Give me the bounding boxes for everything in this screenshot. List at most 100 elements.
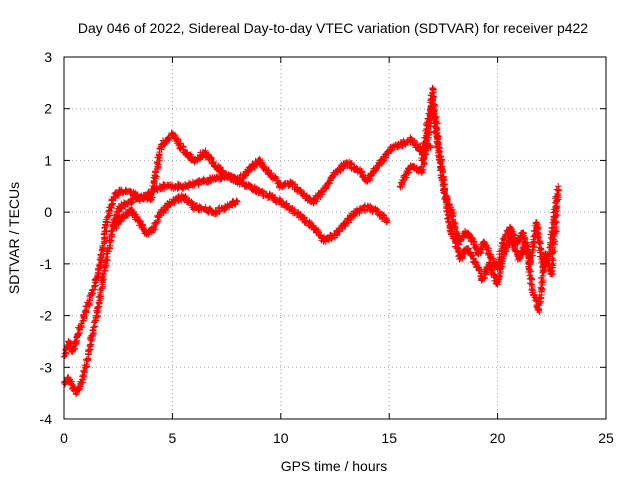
data-point-interp — [200, 175, 207, 183]
data-point-interp — [220, 207, 228, 214]
x-tick-label: 5 — [169, 430, 177, 446]
data-point-interp — [90, 324, 97, 331]
data-point-interp — [534, 234, 541, 242]
data-point-interp — [153, 165, 161, 173]
data-point-interp — [155, 161, 162, 168]
x-tick-label: 20 — [490, 430, 506, 446]
data-point-interp — [202, 204, 209, 211]
data-point-interp — [435, 156, 443, 163]
data-point-interp — [528, 282, 536, 290]
grid — [64, 57, 606, 419]
data-point-interp — [423, 121, 430, 129]
x-tick-label: 10 — [273, 430, 289, 446]
data-point-interp — [129, 198, 136, 206]
data-point-interp — [241, 172, 249, 180]
data-point-interp — [266, 171, 274, 178]
chart-title: Day 046 of 2022, Sidereal Day-to-day VTE… — [78, 20, 588, 36]
data-point-interp — [94, 313, 102, 320]
data-point-interp — [277, 196, 284, 204]
data-point-interp — [209, 158, 217, 166]
data-point-interp — [149, 182, 157, 190]
x-tick-label: 15 — [381, 430, 397, 446]
data-point-interp — [405, 169, 413, 176]
data-point-interp — [75, 331, 82, 338]
series-1 — [60, 171, 391, 398]
data-point-interp — [152, 169, 159, 176]
data-point-interp — [336, 227, 344, 234]
data-point-interp — [88, 290, 95, 298]
data-point-interp — [98, 258, 105, 265]
data-point-interp — [538, 274, 545, 282]
data-point-interp — [147, 191, 154, 199]
data-point-interp — [389, 146, 396, 153]
data-point-interp — [448, 206, 456, 213]
data-point-interp — [517, 254, 524, 261]
data-point-interp — [454, 240, 462, 248]
data-point-interp — [470, 239, 478, 247]
data-point-interp — [552, 193, 559, 200]
y-tick-label: 3 — [44, 49, 52, 65]
data-point-interp — [535, 225, 542, 233]
data-point-interp — [548, 224, 555, 231]
data-point-interp — [431, 113, 439, 120]
data-point-interp — [394, 144, 401, 151]
data-point-interp — [419, 168, 426, 176]
data-point-interp — [107, 238, 114, 245]
data-point-interp — [247, 182, 254, 190]
data-point-interp — [98, 247, 105, 254]
data-point-interp — [534, 304, 542, 312]
data-point-interp — [334, 169, 341, 176]
data-point-interp — [520, 232, 528, 239]
data-point-interp — [446, 227, 453, 234]
data-point-interp — [549, 256, 557, 264]
data-point-interp — [311, 196, 319, 203]
data-point-interp — [452, 219, 459, 227]
data-point-interp — [472, 260, 479, 268]
y-tick-label: -4 — [40, 411, 53, 427]
data-point-interp — [89, 289, 97, 297]
data-point-interp — [109, 227, 116, 234]
y-tick-label: 2 — [44, 101, 52, 117]
axis-ticks: 0 5 10 15 20 25 -4 -3 -2 -1 0 1 2 3 — [40, 49, 614, 446]
data-point-interp — [489, 255, 496, 262]
data-point-interp — [525, 268, 532, 276]
data-point-interp — [86, 342, 93, 349]
data-point-interp — [94, 266, 102, 274]
data-point-interp — [440, 189, 447, 196]
data-point-interp — [482, 243, 489, 250]
data-point-interp — [554, 190, 561, 197]
data-point-interp — [493, 280, 500, 287]
data-point-interp — [418, 169, 425, 177]
plot-frame — [63, 56, 607, 420]
data-point-interp — [100, 240, 108, 247]
data-point-interp — [91, 282, 99, 289]
data-point-interp — [430, 109, 437, 117]
y-tick-label: 1 — [44, 152, 52, 168]
data-points — [60, 84, 563, 398]
data-point-interp — [383, 217, 391, 224]
data-point-interp — [358, 169, 365, 176]
data-point-interp — [150, 224, 157, 231]
data-point-interp — [155, 213, 163, 220]
data-point-interp — [530, 291, 537, 298]
y-tick-label: -3 — [40, 359, 53, 375]
y-axis-label: SDTVAR / TECUs — [6, 182, 22, 294]
data-point-interp — [550, 228, 557, 235]
data-point-interp — [429, 85, 437, 92]
data-point-interp — [300, 214, 307, 221]
data-point-interp — [454, 232, 462, 239]
data-point-interp — [109, 196, 116, 203]
data-point-interp — [431, 106, 438, 114]
data-point-interp — [430, 120, 438, 127]
series-5 — [418, 100, 561, 274]
data-point-interp — [170, 183, 178, 191]
data-point-interp — [380, 211, 387, 219]
data-point-interp — [351, 211, 359, 218]
data-point-interp — [548, 268, 555, 275]
y-tick-label: -1 — [40, 256, 53, 272]
data-point-interp — [148, 185, 156, 193]
data-point-interp — [94, 304, 102, 311]
data-point-interp — [553, 197, 561, 204]
y-tick-label: -2 — [40, 308, 53, 324]
